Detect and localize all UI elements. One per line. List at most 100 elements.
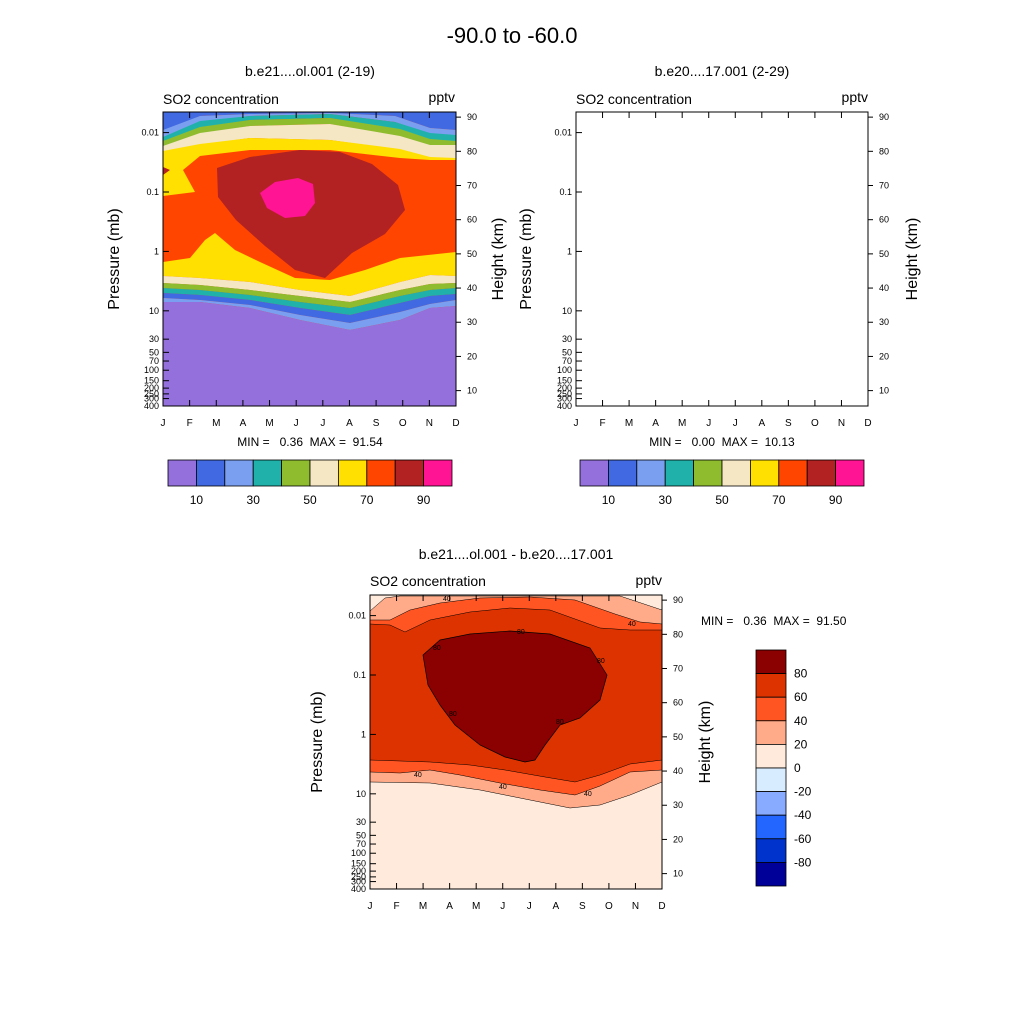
y-right-tick-label: 20 bbox=[879, 351, 889, 361]
y-tick-label: 250 bbox=[557, 389, 572, 399]
x-tick-label: M bbox=[419, 901, 427, 912]
colorbar-box bbox=[755, 791, 787, 816]
colorbar-box bbox=[755, 673, 787, 698]
y-tick-label: 50 bbox=[356, 830, 366, 840]
plot-frame bbox=[162, 111, 457, 407]
fill-left-edge-80 bbox=[163, 167, 170, 175]
y-tick-label: 70 bbox=[356, 839, 366, 849]
panel-3-ylabel: Pressure (mb) bbox=[309, 691, 326, 792]
plot-frame bbox=[369, 594, 663, 890]
colorbar-box bbox=[579, 459, 609, 487]
y-right-tick-label: 30 bbox=[467, 317, 477, 327]
y-right-tick-label: 90 bbox=[467, 112, 477, 122]
panel-2-ylabel-right: Height (km) bbox=[904, 218, 921, 301]
fill-lower-10 bbox=[163, 302, 456, 406]
panel-1-ylabel: Pressure (mb) bbox=[106, 208, 123, 309]
fill-80-90 bbox=[217, 150, 405, 278]
panel-3-contour-fill bbox=[369, 595, 663, 889]
panel-3-contour-labels: 40 80 80 80 80 80 40 40 40 40 bbox=[414, 596, 636, 798]
y-right-tick-label: 10 bbox=[879, 386, 889, 396]
x-tick-label: S bbox=[373, 418, 380, 429]
x-tick-label: O bbox=[399, 418, 407, 429]
colorbar-label: 20 bbox=[794, 737, 808, 751]
y-right-tick-label: 30 bbox=[673, 800, 683, 810]
x-tick-label: M bbox=[472, 901, 480, 912]
y-tick-label: 10 bbox=[356, 789, 366, 799]
colorbar-box bbox=[636, 459, 666, 487]
x-tick-label: A bbox=[758, 418, 765, 429]
colorbar-box bbox=[721, 459, 751, 487]
panel-1-stats: MIN = 0.36 MAX = 91.54 bbox=[237, 435, 383, 449]
panel-2-units: pptv bbox=[842, 89, 868, 105]
x-tick-label: F bbox=[187, 418, 193, 429]
x-tick-label: D bbox=[864, 418, 871, 429]
y-tick-label: 100 bbox=[144, 365, 159, 375]
y-right-tick-label: 30 bbox=[879, 317, 889, 327]
colorbar-box bbox=[195, 459, 226, 487]
colorbar-label: 90 bbox=[417, 493, 431, 507]
panel-1-contour-fill bbox=[163, 112, 456, 406]
y-tick-label: 100 bbox=[557, 365, 572, 375]
contour-label: 40 bbox=[584, 791, 592, 798]
y-tick-label: 200 bbox=[351, 866, 366, 876]
diff-fill-80-plus bbox=[422, 630, 608, 763]
y-right-tick-label: 10 bbox=[467, 386, 477, 396]
x-tick-label: A bbox=[346, 418, 353, 429]
colorbar-box bbox=[337, 459, 368, 487]
x-tick-label: J bbox=[368, 901, 373, 912]
colorbar-box bbox=[750, 459, 780, 487]
x-tick-label: J bbox=[294, 418, 299, 429]
y-right-tick-label: 70 bbox=[467, 181, 477, 191]
contour-label: 40 bbox=[628, 621, 636, 628]
panel-1-units: pptv bbox=[429, 89, 455, 105]
x-tick-label: N bbox=[426, 418, 433, 429]
fill-lower-50 bbox=[163, 275, 456, 302]
fill-lower-60 bbox=[163, 233, 456, 296]
y-tick-label: 1 bbox=[361, 729, 366, 739]
y-right-tick-label: 50 bbox=[467, 249, 477, 259]
colorbar-box bbox=[755, 814, 787, 840]
y-tick-label: 100 bbox=[351, 848, 366, 858]
contour-label: 80 bbox=[597, 658, 605, 665]
panel-2: b.e20....17.001 (2-29) SO2 concentration… bbox=[518, 63, 921, 507]
fill-upper-50 bbox=[163, 124, 456, 158]
colorbar-box bbox=[252, 459, 282, 487]
panel-1-variable-label: SO2 concentration bbox=[163, 91, 279, 107]
x-tick-label: N bbox=[632, 901, 639, 912]
y-tick-label: 250 bbox=[144, 389, 159, 399]
y-right-tick-label: 40 bbox=[673, 766, 683, 776]
colorbar-box bbox=[755, 696, 787, 722]
panel-3-variable-label: SO2 concentration bbox=[370, 573, 486, 589]
plot-frame bbox=[575, 111, 869, 407]
x-tick-label: M bbox=[678, 418, 686, 429]
contour-label: 80 bbox=[433, 645, 441, 652]
x-tick-label: J bbox=[527, 901, 532, 912]
x-tick-label: N bbox=[838, 418, 845, 429]
y-tick-label: 0.01 bbox=[554, 128, 572, 138]
y-tick-label: 200 bbox=[144, 383, 159, 393]
colorbar-box bbox=[309, 459, 339, 487]
panel-1-axes: J F M A M J J A S O N D0.010.1110305070100150200250… bbox=[141, 111, 477, 429]
panel-1: b.e21....ol.001 (2-19) SO2 concentration… bbox=[106, 63, 507, 507]
panel-3-stats: MIN = 0.36 MAX = 91.50 bbox=[701, 614, 847, 628]
colorbar-label: 30 bbox=[659, 493, 673, 507]
contour-label: 80 bbox=[556, 719, 564, 726]
colorbar-label: 30 bbox=[247, 493, 261, 507]
y-tick-label: 300 bbox=[351, 877, 366, 887]
y-right-tick-label: 60 bbox=[673, 698, 683, 708]
colorbar-box bbox=[806, 459, 837, 487]
colorbar-label: 50 bbox=[715, 493, 729, 507]
fill-lower-20 bbox=[163, 293, 456, 323]
panel-3-colorbar: 80 60 40 20 0 -20 -40 -60 -80 bbox=[755, 649, 812, 887]
contour-label: 80 bbox=[449, 711, 457, 718]
colorbar-box bbox=[755, 838, 787, 863]
contour-label: 40 bbox=[499, 784, 507, 791]
panel-3-title: b.e21....ol.001 - b.e20....17.001 bbox=[419, 546, 614, 562]
colorbar-box bbox=[423, 459, 453, 487]
y-tick-label: 150 bbox=[144, 376, 159, 386]
panel-3: b.e21....ol.001 - b.e20....17.001 SO2 co… bbox=[309, 546, 847, 912]
y-right-tick-label: 90 bbox=[673, 595, 683, 605]
y-tick-label: 0.1 bbox=[559, 187, 572, 197]
y-tick-label: 70 bbox=[562, 356, 572, 366]
y-tick-label: 70 bbox=[149, 356, 159, 366]
